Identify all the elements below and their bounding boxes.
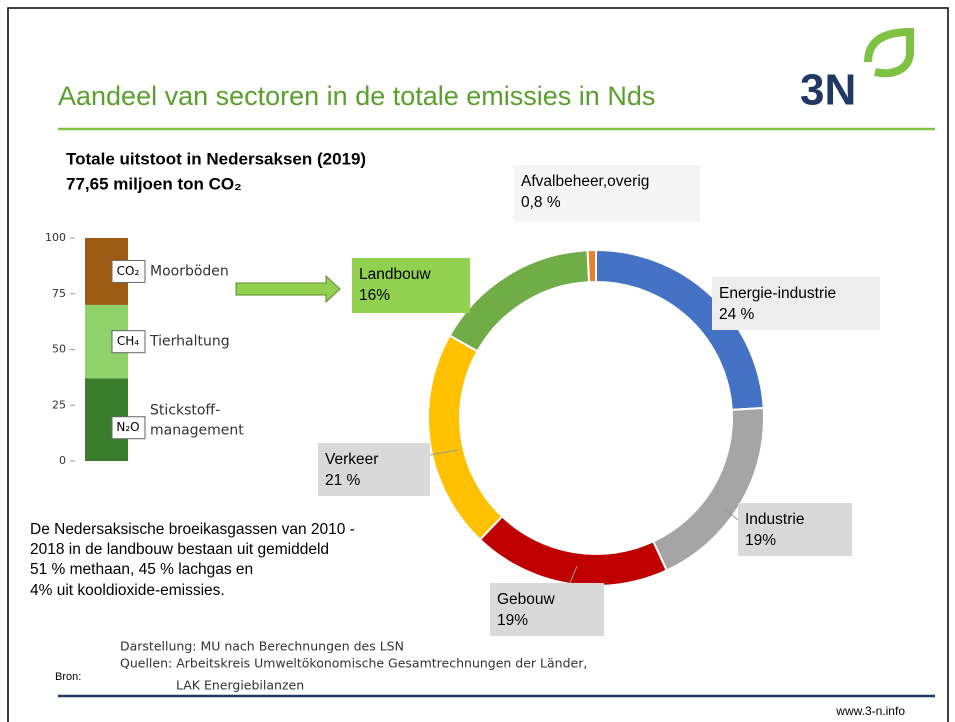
donut-slice [427, 334, 504, 541]
slice-value-label: 21 % [325, 472, 361, 489]
arrow [235, 274, 341, 304]
logo: 3N [800, 27, 914, 115]
slice-label: Industrie [745, 511, 804, 528]
leader-line [725, 509, 739, 521]
label-box [738, 503, 852, 556]
label-box [318, 443, 430, 496]
footer-url: www.3-n.info [835, 704, 905, 718]
label-box [352, 258, 470, 313]
gas-name: N₂O [116, 420, 139, 434]
slice-value-label: 19% [497, 612, 528, 629]
slide-title: Aandeel van sectoren in de totale emissi… [58, 81, 655, 111]
slice-value-label: 19% [745, 532, 776, 549]
slice-label: Gebouw [497, 591, 556, 608]
gas-source: Tierhaltung [149, 334, 230, 350]
gas-source: Moorböden [150, 263, 229, 279]
slice-value-label: 0,8 % [521, 194, 561, 211]
gas-source: management [150, 423, 244, 439]
gas-box [111, 330, 146, 354]
slice-value-label: 24 % [719, 306, 755, 323]
note-line: 51 % methaan, 45 % lachgas en [30, 561, 253, 578]
gas-box [111, 259, 146, 283]
y-tick-label: 0 [59, 454, 66, 467]
gas-box [111, 416, 146, 440]
gas-name: CH₄ [117, 334, 139, 348]
logo-leaf [864, 27, 914, 78]
slice-label: Energie-industrie [719, 285, 836, 302]
leader-line [429, 449, 459, 456]
y-tick-label: 50 [52, 343, 66, 356]
y-tick-label: 100 [45, 231, 66, 244]
heading-line: 77,65 miljoen ton CO₂ [66, 174, 242, 193]
note-line: 4% uit kooldioxide-emissies. [30, 582, 225, 599]
label-box [514, 165, 700, 222]
logo-text: 3N [800, 66, 856, 115]
slice-label: Landbouw [359, 266, 431, 283]
source-line: Darstellung: MU nach Berechnungen des LS… [120, 639, 404, 654]
donut-slice [448, 249, 591, 353]
donut-slice [586, 248, 597, 284]
source-label: Bron: [55, 671, 81, 683]
slide-frame [7, 7, 949, 722]
y-tick-label: 25 [52, 398, 66, 411]
note-line: De Nedersaksische broeikasgassen van 201… [30, 521, 355, 538]
slice-label: Verkeer [325, 451, 378, 468]
heading-line: Totale uitstoot in Nedersaksen (2019) [66, 149, 366, 168]
leader-line [569, 565, 578, 584]
gas-source: Stickstoff- [150, 403, 220, 419]
source-line: Quellen: Arbeitskreis Umweltökonomische … [120, 656, 587, 671]
source-line: LAK Energiebilanzen [176, 678, 304, 693]
label-box [490, 583, 604, 636]
y-tick-label: 75 [52, 287, 66, 300]
gas-name: CO₂ [117, 264, 140, 278]
slice-label: Afvalbeheer,overig [521, 173, 649, 190]
slice-value-label: 16% [359, 287, 390, 304]
note-line: 2018 in de landbouw bestaan uit gemiddel… [30, 541, 329, 558]
label-box [712, 277, 880, 330]
